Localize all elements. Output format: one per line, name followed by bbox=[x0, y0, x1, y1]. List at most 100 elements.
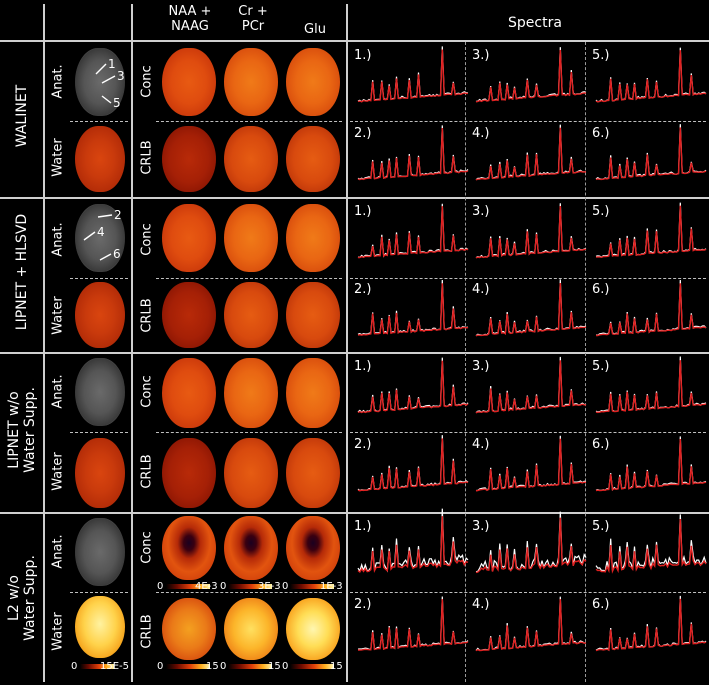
spectrum-label: 3.) bbox=[472, 519, 490, 534]
separator bbox=[70, 432, 128, 433]
spectrum-label: 2.) bbox=[354, 282, 372, 297]
water-map bbox=[75, 126, 125, 192]
grid-line-row2 bbox=[0, 352, 709, 354]
spectrum-fit bbox=[358, 599, 469, 651]
glu-conc-map bbox=[286, 48, 340, 116]
spectrum-label: 5.) bbox=[592, 204, 610, 219]
colorbar-crlb-naa-min: 0 bbox=[157, 661, 164, 672]
header-naa: NAA + NAAG bbox=[160, 4, 220, 34]
colorbar-conc-cr-max: 3E-3 bbox=[258, 581, 281, 592]
grid-line-spectra bbox=[346, 4, 348, 682]
naa-crlb-map bbox=[162, 438, 216, 508]
spectra-divider bbox=[585, 42, 586, 682]
cr-conc-map bbox=[224, 204, 278, 272]
voxel-marker-4: 4 bbox=[97, 225, 105, 239]
spectrum-fit bbox=[357, 127, 469, 181]
cr-crlb-map bbox=[224, 126, 278, 192]
glu-conc-map bbox=[286, 204, 340, 272]
colorbar-crlb-naa-max: 15 bbox=[206, 661, 219, 672]
spectrum-label: 6.) bbox=[592, 597, 610, 612]
anatomical-image bbox=[75, 48, 125, 116]
spectrum-label: 6.) bbox=[592, 282, 610, 297]
spectrum-label: 2.) bbox=[354, 597, 372, 612]
spectrum-fit bbox=[357, 516, 469, 574]
spectra-divider bbox=[350, 592, 706, 593]
spectrum-label: 1.) bbox=[354, 519, 372, 534]
spectrum-fit bbox=[595, 438, 707, 492]
cr-conc-map bbox=[224, 516, 278, 580]
naa-crlb-map bbox=[162, 598, 216, 660]
spectrum-fit bbox=[475, 49, 587, 103]
grid-line-header bbox=[0, 40, 709, 42]
spectrum-label: 3.) bbox=[472, 48, 490, 63]
separator bbox=[70, 592, 128, 593]
spectrum-label: 4.) bbox=[472, 437, 490, 452]
voxel-marker-3: 3 bbox=[117, 69, 125, 83]
colorbar-conc-glu-max: 1E-3 bbox=[320, 581, 343, 592]
cr-conc-map bbox=[224, 48, 278, 116]
anatomical-image bbox=[75, 358, 125, 426]
spectrum-label: 6.) bbox=[592, 126, 610, 141]
spectra-divider bbox=[350, 278, 706, 279]
header-cr-line2: PCr bbox=[241, 19, 265, 34]
spectrum-fit bbox=[357, 49, 468, 103]
spectrum-label: 5.) bbox=[592, 48, 610, 63]
water-map bbox=[75, 596, 125, 658]
glu-crlb-map bbox=[286, 126, 340, 192]
spectrum-fit bbox=[595, 360, 707, 414]
spectrum-label: 3.) bbox=[472, 359, 490, 374]
glu-crlb-map bbox=[286, 598, 340, 660]
colorbar-conc-cr bbox=[228, 584, 272, 589]
glu-conc-map bbox=[286, 516, 340, 580]
naa-conc-map bbox=[162, 48, 216, 116]
spectrum-fit bbox=[595, 127, 707, 181]
spectrum-label: 2.) bbox=[354, 437, 372, 452]
header-cr: Cr + PCr bbox=[228, 4, 278, 34]
naa-conc-map bbox=[162, 358, 216, 428]
colorbar-conc-naa bbox=[166, 584, 210, 589]
glu-conc-map bbox=[286, 358, 340, 428]
colorbar-crlb-glu-max: 15 bbox=[330, 661, 343, 672]
voxel-marker-2: 2 bbox=[114, 208, 122, 222]
separator bbox=[70, 278, 128, 279]
spectrum-label: 4.) bbox=[472, 597, 490, 612]
voxel-marker-6: 6 bbox=[113, 247, 121, 261]
spectrum-fit bbox=[475, 360, 587, 414]
separator bbox=[156, 432, 342, 433]
colorbar-conc-naa-min: 0 bbox=[157, 581, 164, 592]
spectrum-fit bbox=[595, 598, 707, 652]
spectrum-fit bbox=[475, 205, 587, 259]
header-cr-line1: Cr + bbox=[238, 4, 268, 19]
water-map bbox=[75, 282, 125, 348]
colorbar-crlb-glu bbox=[290, 664, 334, 669]
colorbar-conc-cr-min: 0 bbox=[220, 581, 227, 592]
spectrum-fit bbox=[595, 50, 707, 103]
spectrum-label: 2.) bbox=[354, 126, 372, 141]
voxel-marker-1: 1 bbox=[108, 57, 116, 71]
cr-crlb-map bbox=[224, 598, 278, 660]
spectrum-fit bbox=[357, 360, 469, 414]
naa-crlb-map bbox=[162, 126, 216, 192]
glu-crlb-map bbox=[286, 438, 340, 508]
header-naa-line1: NAA + bbox=[168, 4, 212, 19]
spectra-divider bbox=[465, 42, 466, 682]
spectrum-fit bbox=[475, 599, 587, 652]
naa-conc-map bbox=[162, 204, 216, 272]
grid-line-row3 bbox=[0, 512, 709, 514]
spectrum-label: 3.) bbox=[472, 204, 490, 219]
spectrum-fit bbox=[475, 517, 587, 574]
spectrum-label: 1.) bbox=[354, 359, 372, 374]
spectrum-fit bbox=[357, 206, 469, 259]
separator bbox=[156, 278, 342, 279]
separator bbox=[70, 121, 128, 122]
colorbar-crlb-cr bbox=[228, 664, 272, 669]
spectrum-label: 6.) bbox=[592, 437, 610, 452]
spectrum-label: 5.) bbox=[592, 519, 610, 534]
naa-conc-map bbox=[162, 516, 216, 580]
spectrum-fit bbox=[475, 127, 587, 181]
spectrum-label: 4.) bbox=[472, 126, 490, 141]
colorbar-conc-glu bbox=[290, 584, 334, 589]
spectrum-fit bbox=[595, 205, 707, 259]
